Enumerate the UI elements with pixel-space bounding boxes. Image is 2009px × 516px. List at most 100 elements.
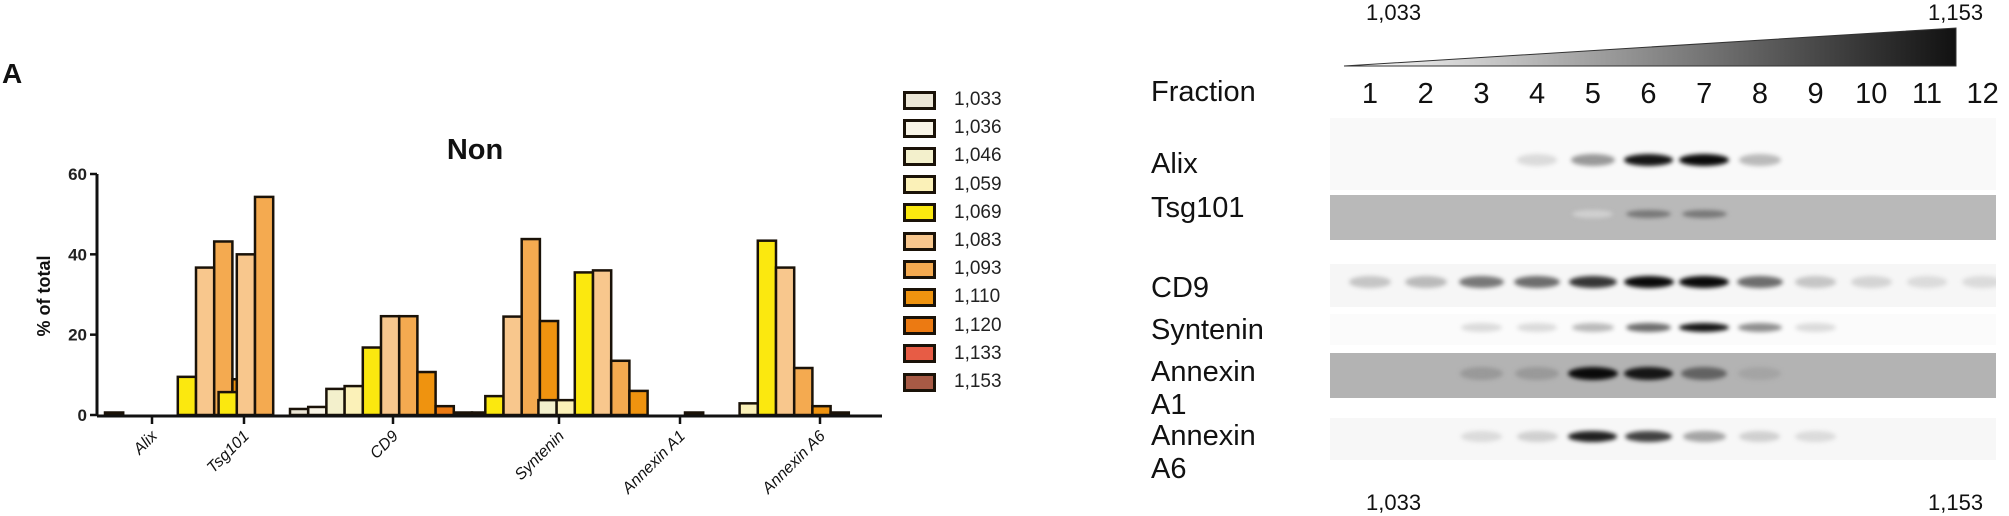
fraction-number: 4	[1529, 78, 1546, 110]
blot-band	[1623, 366, 1674, 380]
blot-band	[1461, 322, 1502, 332]
legend-label: 1,133	[954, 342, 1002, 364]
bar	[288, 407, 310, 417]
bar	[325, 387, 346, 417]
bar-group-cd9	[288, 314, 492, 417]
bar	[573, 271, 595, 417]
blot-band	[1906, 276, 1948, 288]
blot-band	[1682, 430, 1726, 442]
bar	[774, 266, 796, 417]
bar-group-annexin-a1	[537, 269, 649, 417]
fraction-number: 6	[1640, 78, 1657, 110]
legend-label: 1,046	[954, 145, 1002, 167]
blot-band	[1738, 154, 1781, 166]
legend-item: 1,093	[903, 257, 1002, 281]
legend-label: 1,033	[954, 89, 1002, 110]
bar	[792, 366, 814, 417]
bar-group-alix	[103, 240, 252, 417]
x-tick-label: Syntenin	[512, 428, 568, 484]
legend-label: 1,153	[954, 371, 1002, 392]
legend-item: 1,046	[903, 144, 1002, 168]
bar	[520, 237, 542, 417]
blot-band	[1572, 210, 1614, 218]
blot-band	[1962, 276, 1996, 288]
fraction-number: 9	[1807, 78, 1824, 110]
bar-group-annexin-a6	[683, 239, 851, 417]
legend-label: 1,059	[954, 173, 1002, 195]
density-low-label-top: 1,033	[1366, 0, 1422, 25]
blot-band	[1516, 430, 1558, 442]
fraction-number: 12	[1966, 78, 1999, 110]
legend-item: 1,069	[903, 201, 1002, 225]
bar-groups	[103, 195, 851, 417]
fraction-number: 11	[1911, 78, 1943, 110]
bar	[628, 389, 649, 417]
bar	[379, 314, 401, 417]
chart-title: Non	[446, 134, 504, 166]
blot-band	[1794, 276, 1837, 288]
legend-item: 1,153	[903, 370, 1002, 394]
legend-item: 1,120	[903, 314, 1002, 338]
blot-band	[1567, 366, 1618, 380]
blot-label-cd9: CD9	[1151, 272, 1210, 304]
density-high-label-top: 1,153	[1928, 0, 1984, 25]
blot-strip-tsg101	[1330, 195, 1996, 240]
blot-band	[1459, 366, 1504, 380]
legend-label: 1,093	[954, 258, 1002, 280]
blot-band	[1516, 322, 1558, 332]
blot-band	[1625, 322, 1672, 332]
blot-strip-cd9	[1330, 264, 1996, 307]
bar	[484, 394, 505, 417]
blot-band	[1568, 276, 1617, 288]
fraction-number: 2	[1417, 78, 1434, 110]
blot-band	[1404, 276, 1447, 288]
bar	[555, 398, 577, 417]
bar	[609, 359, 631, 417]
legend-item: 1,110	[903, 285, 1000, 309]
blot-band	[1568, 430, 1618, 442]
blot-strip-alix	[1330, 118, 1996, 190]
legend-swatch	[903, 372, 936, 392]
blot-band	[1850, 276, 1892, 288]
legend-label: 1,036	[954, 117, 1002, 139]
bar	[343, 384, 365, 417]
density-high-label-bottom: 1,153	[1928, 490, 1984, 515]
bar	[434, 404, 456, 417]
y-tick-label: 60	[68, 165, 87, 184]
x-tick-label: Tsg101	[204, 428, 253, 477]
bar	[253, 195, 275, 417]
blot-band	[1571, 154, 1615, 166]
x-tick-label: CD9	[367, 428, 402, 463]
bar	[502, 315, 523, 417]
blot-band	[1681, 210, 1727, 218]
legend-swatch	[903, 259, 936, 279]
blot-label-tsg101: Tsg101	[1151, 192, 1245, 224]
y-tick-label: 0	[78, 406, 87, 425]
bar	[212, 240, 234, 417]
bar-group-syntenin	[484, 237, 578, 417]
x-tick-label: Alix	[130, 427, 162, 459]
blot-label-syntenin: Syntenin	[1151, 314, 1264, 346]
legend-item: 1,033	[903, 88, 1002, 112]
legend-swatch	[903, 231, 936, 251]
bar	[194, 266, 216, 417]
blot-band	[1737, 322, 1782, 332]
fraction-number: 10	[1855, 78, 1888, 110]
fraction-number: 3	[1473, 78, 1490, 110]
blot-band	[1795, 322, 1836, 332]
blot-band	[1738, 366, 1782, 380]
legend-item: 1,083	[903, 229, 1002, 253]
legend-swatch	[903, 316, 936, 336]
x-axis: Alix Tsg101 CD9 Syntenin Annexin A1 Annexin A…	[97, 414, 882, 498]
legend-label: 1,120	[954, 314, 1002, 336]
blot-band	[1737, 276, 1783, 288]
blot-band	[1571, 322, 1614, 332]
fraction-number: 1	[1361, 78, 1379, 110]
density-gradient-wedge	[1343, 27, 1957, 67]
x-tick-label: Annexin A1	[619, 428, 689, 498]
legend-swatch	[903, 118, 936, 138]
fraction-number: 7	[1696, 78, 1713, 110]
blot-band	[1795, 430, 1836, 442]
panel-label: A	[2, 58, 23, 89]
bar	[756, 239, 778, 417]
